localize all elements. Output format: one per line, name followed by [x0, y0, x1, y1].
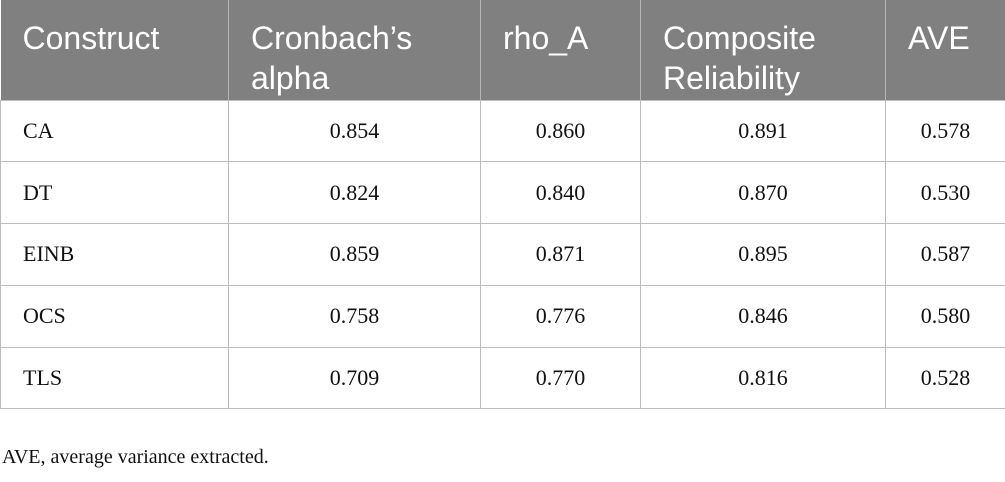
cell: 0.840: [480, 161, 641, 225]
header-cell: Composite Reliability: [640, 0, 886, 100]
table-row: OCS 0.758 0.776 0.846 0.580: [0, 284, 1005, 348]
header-cell: Cronbach’s alpha: [228, 0, 481, 100]
cell: 0.895: [640, 223, 886, 286]
cell: 0.891: [640, 99, 886, 163]
table-row: TLS 0.709 0.770 0.816 0.528: [0, 346, 1005, 410]
cell: 0.871: [480, 223, 641, 286]
table-row: EINB 0.859 0.871 0.895 0.587: [0, 223, 1005, 286]
cell: 0.870: [640, 161, 886, 225]
row-label: TLS: [0, 346, 229, 410]
row-label: OCS: [0, 284, 229, 348]
cell: 0.824: [228, 161, 481, 225]
cell: 0.859: [228, 223, 481, 286]
cell: 0.587: [885, 223, 1005, 286]
cell: 0.528: [885, 346, 1005, 410]
cell: 0.816: [640, 346, 886, 410]
row-label: DT: [0, 161, 229, 225]
cell: 0.860: [480, 99, 641, 163]
row-label: CA: [0, 99, 229, 163]
cell: 0.758: [228, 284, 481, 348]
cell: 0.709: [228, 346, 481, 410]
table-body: CA 0.854 0.860 0.891 0.578 DT 0.824 0.840 0.870 0…: [0, 99, 1005, 410]
row-label: EINB: [0, 223, 229, 286]
header-cell: rho_A: [480, 0, 641, 100]
header-cell: AVE: [885, 0, 1005, 100]
header-cell: Construct: [0, 0, 229, 100]
table-row: CA 0.854 0.860 0.891 0.578: [0, 99, 1005, 163]
cell: 0.580: [885, 284, 1005, 348]
header-row: Construct Cronbach’s alpha rho_A Composite …: [0, 0, 1005, 100]
data-table: Construct Cronbach’s alpha rho_A Composite …: [0, 0, 1005, 410]
cell: 0.846: [640, 284, 886, 348]
cell: 0.854: [228, 99, 481, 163]
footnote: AVE, average variance extracted.: [2, 446, 269, 468]
cell: 0.776: [480, 284, 641, 348]
cell: 0.530: [885, 161, 1005, 225]
cell: 0.770: [480, 346, 641, 410]
table-row: DT 0.824 0.840 0.870 0.530: [0, 161, 1005, 225]
cell: 0.578: [885, 99, 1005, 163]
